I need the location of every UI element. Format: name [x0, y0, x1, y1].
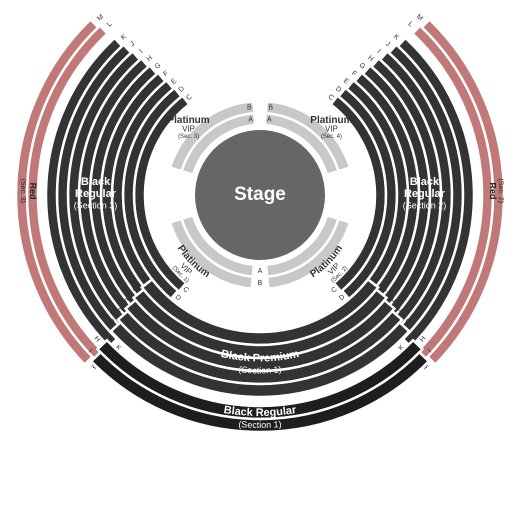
row-label: M — [96, 13, 105, 22]
row-label: L — [106, 21, 114, 29]
seating-chart: CCDDEEFFGGHHIIJJKKLLMMBlackRegular(Secti… — [0, 0, 525, 525]
row-label: H — [366, 55, 374, 64]
row-label: A — [248, 116, 253, 123]
stage-label: Stage — [234, 184, 286, 205]
side-left-red-sec: (Sec. 3) — [19, 178, 27, 203]
side-left-regular-label: Black — [81, 176, 111, 188]
row-label: K — [120, 33, 128, 42]
row-label: G — [154, 62, 163, 71]
platinum-sub: VIP — [182, 125, 195, 134]
row-label: B — [258, 280, 263, 287]
side-right-red-sec: (Sec. 2) — [496, 178, 504, 203]
bottom-regular-sec: (Section 1) — [238, 419, 282, 430]
side-left-red-label: Red — [28, 182, 38, 199]
row-label: G — [358, 62, 367, 71]
side-right-regular-label2: Regular — [404, 188, 446, 200]
row-label: K — [392, 33, 400, 42]
row-label: J — [129, 41, 136, 49]
row-label: M — [415, 13, 424, 22]
row-label: I — [138, 48, 144, 55]
row-label: I — [376, 48, 382, 55]
platinum-sub: VIP — [325, 125, 338, 134]
platinum-sec: (Sec. 3) — [178, 134, 199, 140]
side-right-red-label: Red — [488, 182, 498, 199]
side-right-regular-label: Black — [410, 176, 440, 188]
row-label: J — [384, 41, 391, 49]
row-label: B — [268, 104, 273, 111]
row-label: H — [146, 55, 154, 64]
row-label: A — [267, 116, 272, 123]
side-left-regular-label2: Regular — [75, 188, 117, 200]
row-label: F — [350, 70, 358, 78]
side-right-regular-sec: (Section 2) — [403, 201, 447, 211]
row-label: A — [258, 268, 263, 275]
row-label: L — [406, 21, 414, 29]
platinum-sec: (Sec. 4) — [321, 134, 342, 140]
row-label: B — [247, 104, 252, 111]
row-label: F — [162, 70, 170, 78]
bottom-premium-sec: (Section 1) — [238, 364, 282, 375]
side-left-regular-sec: (Section 3) — [74, 201, 118, 211]
